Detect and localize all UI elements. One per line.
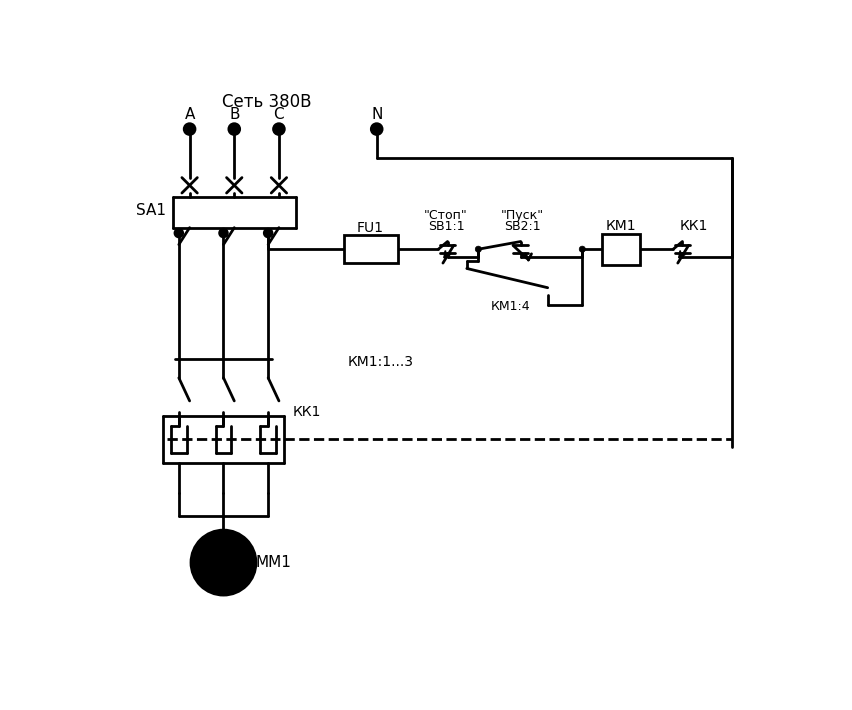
Circle shape xyxy=(219,229,227,237)
Text: КМ1:1...3: КМ1:1...3 xyxy=(347,356,413,369)
Circle shape xyxy=(175,229,182,237)
Text: B: B xyxy=(228,107,239,122)
Text: SB2:1: SB2:1 xyxy=(504,219,540,233)
Circle shape xyxy=(273,124,284,134)
Circle shape xyxy=(228,124,239,134)
Text: "Стоп": "Стоп" xyxy=(423,209,468,222)
Circle shape xyxy=(579,246,584,252)
Circle shape xyxy=(199,538,248,587)
Text: A: A xyxy=(184,107,194,122)
Text: КК1: КК1 xyxy=(679,219,707,233)
Text: КМ1: КМ1 xyxy=(605,219,636,233)
Text: SB1:1: SB1:1 xyxy=(427,219,463,233)
Circle shape xyxy=(184,124,195,134)
Text: N: N xyxy=(371,107,382,122)
Circle shape xyxy=(475,246,481,252)
Bar xyxy=(601,234,639,265)
Text: КМ1:4: КМ1:4 xyxy=(490,300,530,313)
Text: C: C xyxy=(273,107,284,122)
Circle shape xyxy=(371,124,382,134)
Text: SA1: SA1 xyxy=(136,203,166,218)
Circle shape xyxy=(191,530,256,595)
Text: ММ1: ММ1 xyxy=(256,555,291,570)
Text: FU1: FU1 xyxy=(357,221,383,234)
Text: Сеть 380В: Сеть 380В xyxy=(222,93,311,111)
Bar xyxy=(343,235,397,263)
Text: "Пуск": "Пуск" xyxy=(500,209,544,222)
Text: КК1: КК1 xyxy=(292,405,321,420)
Circle shape xyxy=(264,229,272,237)
